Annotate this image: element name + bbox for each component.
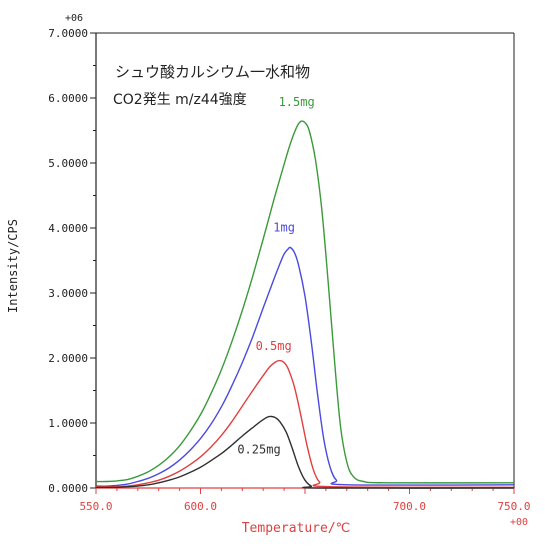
y-tick-label: 6.0000 [48,92,88,105]
y-tick-label: 2.0000 [48,352,88,365]
chart-title: シュウ酸カルシウム一水和物 [115,63,310,81]
x-tick-label: 750.0 [497,500,530,513]
y-tick-label: 1.0000 [48,417,88,430]
y-tick-label: 0.0000 [48,482,88,495]
series-line-1mg [95,246,515,487]
x-tick-label: 600.0 [184,500,217,513]
series-line-1_5mg [95,120,515,484]
series-label-0_25mg: 0.25mg [237,443,280,457]
x-tick-label: 700.0 [393,500,426,513]
series-label-1_5mg: 1.5mg [279,95,315,109]
y-axis-label: Intensity/CPS [6,219,20,313]
x-axis-label: Temperature/℃ [242,521,351,536]
y-tick-label: 4.0000 [48,222,88,235]
y-exponent-label: +06 [65,13,83,24]
tick-labels: 0.0000 1.0000 2.0000 3.0000 4.0000 5.0000 6.00… [48,27,530,513]
series-labels: 1.5mg 1mg 0.5mg 0.25mg [237,95,314,457]
x-exponent-label: +00 [510,517,528,528]
y-tick-label: 7.0000 [48,27,88,40]
series-line-0_25mg [95,415,515,489]
series-line-0_5mg [95,359,515,489]
series-label-1mg: 1mg [273,220,295,234]
chart-subtitle: CO2発生 m/z44強度 [113,92,247,108]
y-tick-label: 5.0000 [48,157,88,170]
series-lines [95,120,515,489]
y-tick-label: 3.0000 [48,287,88,300]
x-tick-label: 550.0 [79,500,112,513]
tick-marks [90,32,515,494]
series-label-0_5mg: 0.5mg [256,339,292,353]
